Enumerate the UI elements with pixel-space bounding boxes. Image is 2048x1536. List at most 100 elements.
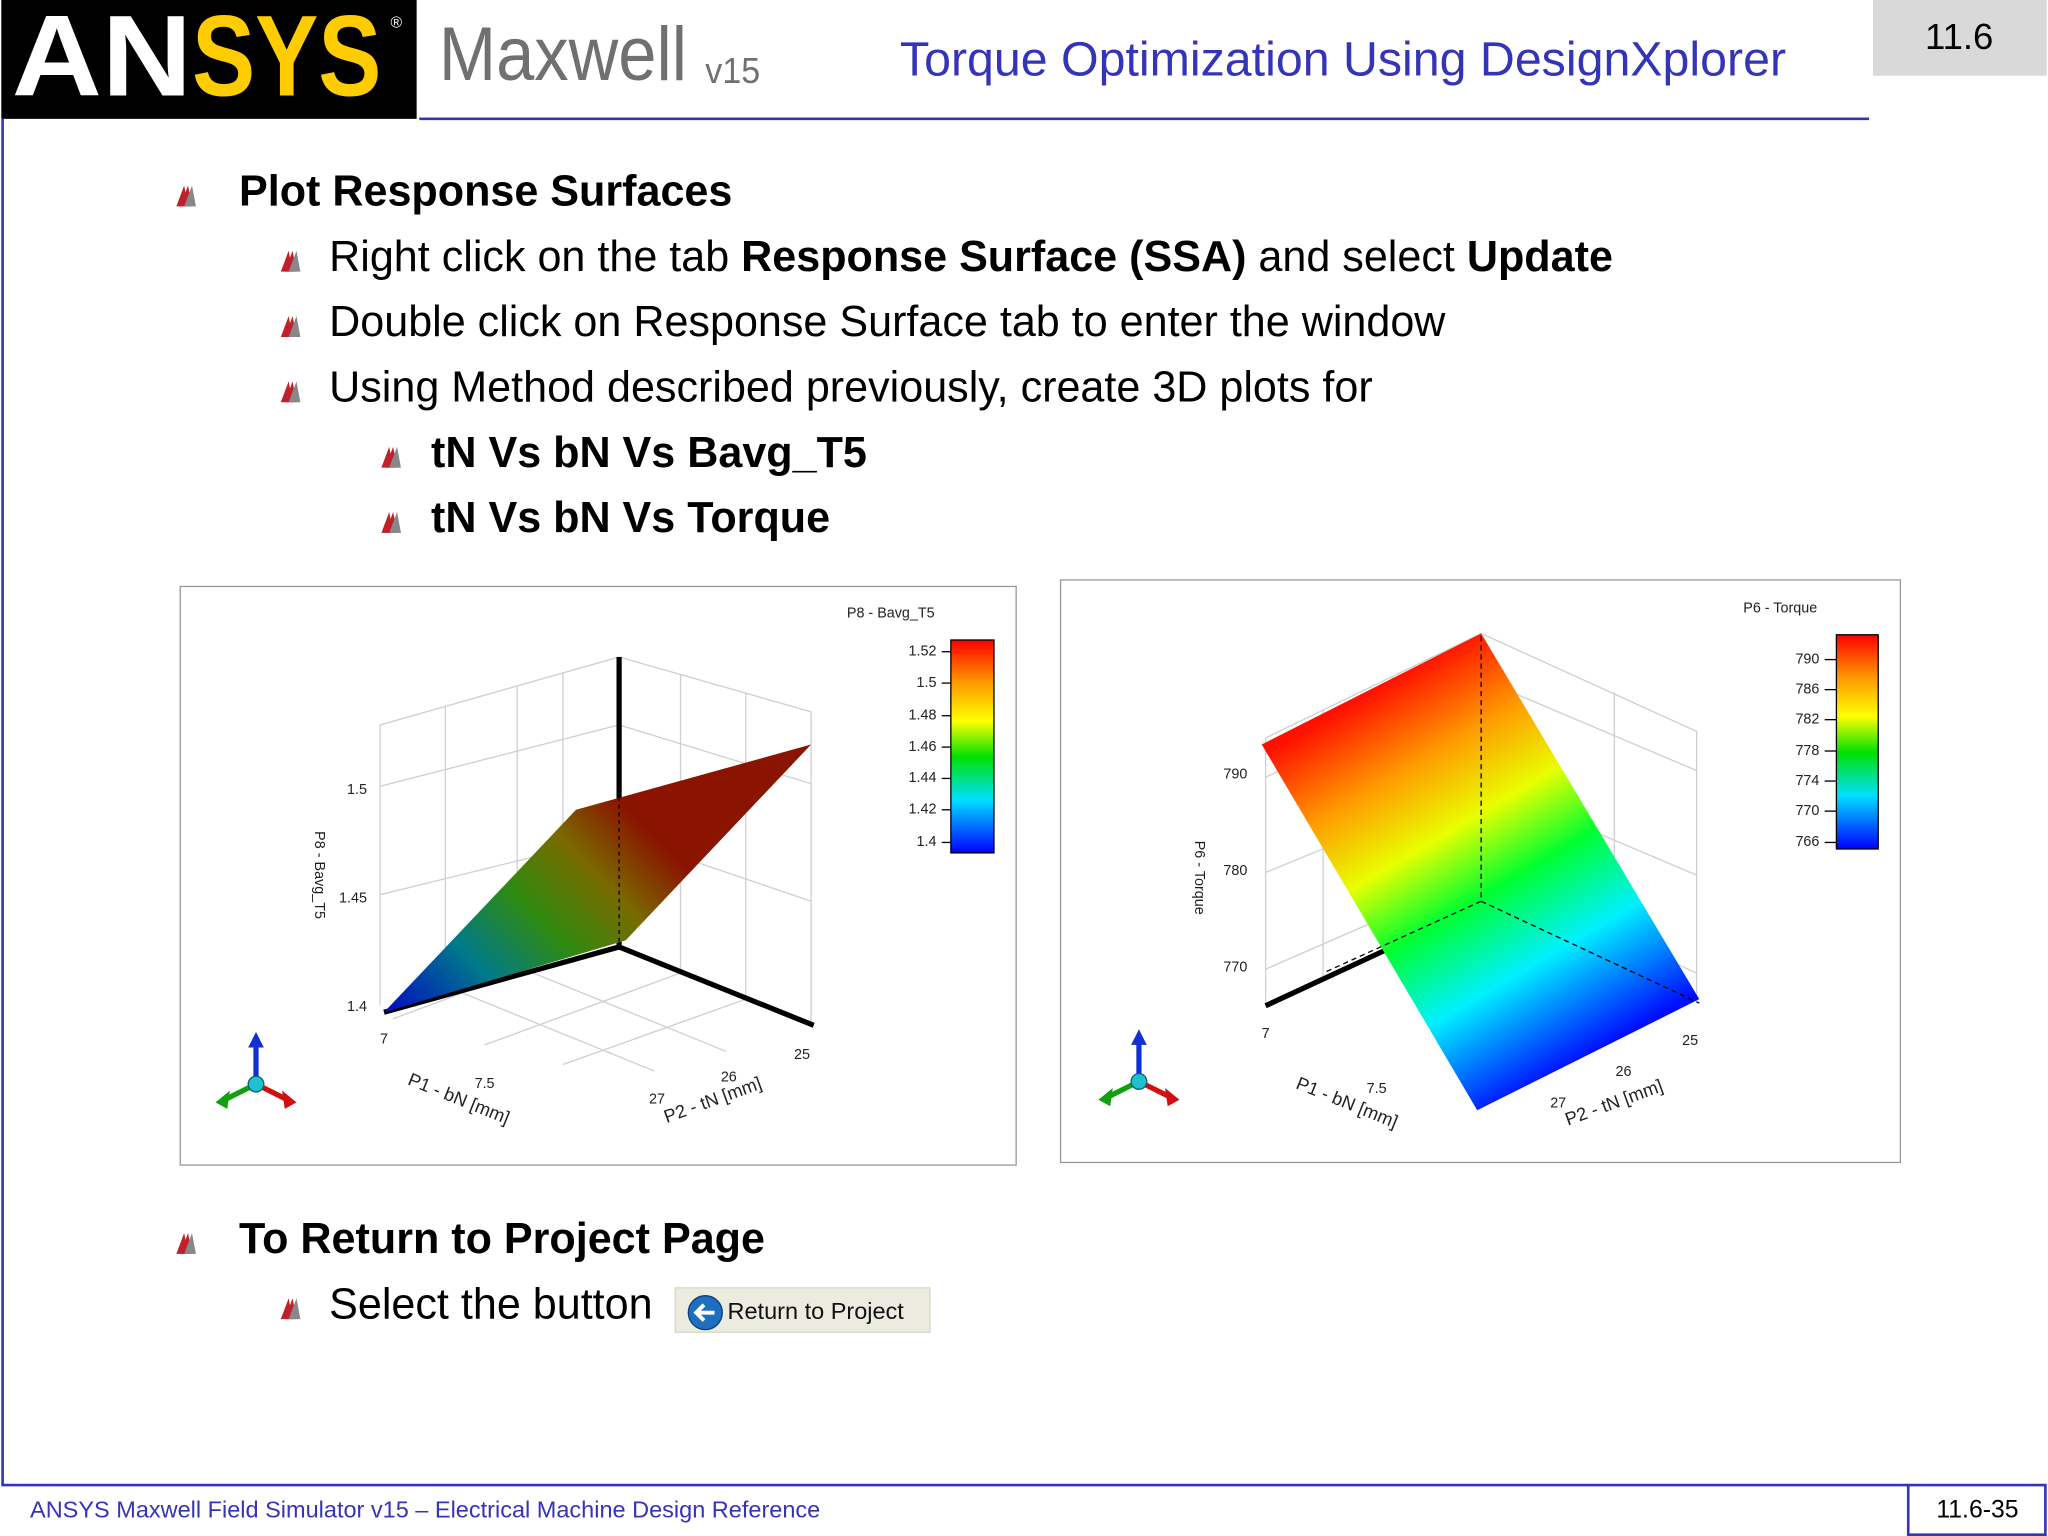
slide-title: Torque Optimization Using DesignXplorer <box>900 32 1786 86</box>
text-run: Right click on the tab <box>329 233 741 281</box>
colorbar-tick-label: 778 <box>1795 743 1819 759</box>
section-number: 11.6 <box>1925 16 1993 57</box>
colorbar-tick-label: 774 <box>1795 773 1819 789</box>
response-surface-plot: P6 - Torque 790 786 782 778 774 770 766 P6 - Tor… <box>1059 579 1902 1164</box>
triad-x-head <box>282 1090 297 1109</box>
bullet-icon <box>280 381 301 403</box>
icon-stripe <box>184 185 196 207</box>
colorbar-tick-label: 1.46 <box>909 739 937 755</box>
legend-title: P8 - Bavg_T5 <box>847 606 935 622</box>
colorbar-tick-label: 770 <box>1795 803 1819 819</box>
icon-stripe <box>288 1298 301 1320</box>
x-tick-label: 7 <box>1262 1026 1270 1042</box>
triad-y-head <box>215 1090 230 1109</box>
colorbar <box>950 639 995 854</box>
z-tick-label: 780 <box>1223 863 1247 879</box>
text-run: tN Vs bN Vs Torque <box>431 495 830 543</box>
text-run: Using Method described previously, creat… <box>329 364 1373 412</box>
y-tick-label: 27 <box>649 1092 665 1108</box>
bullet-icon <box>280 316 301 337</box>
triad-y-head <box>1098 1088 1113 1107</box>
icon-stripe <box>288 381 301 403</box>
return-button: Return to Project <box>674 1287 931 1333</box>
legend-title: P6 - Torque <box>1743 600 1817 616</box>
colorbar-tick-label: 1.4 <box>917 834 937 850</box>
bullet-text: Plot Response Surfaces <box>239 168 732 216</box>
colorbar-tick-label: 1.44 <box>909 770 937 786</box>
triad-origin <box>247 1075 265 1093</box>
bullet-icon <box>280 1298 301 1320</box>
triad-origin <box>1130 1072 1148 1090</box>
triad-x-head <box>1165 1088 1180 1107</box>
colorbar-tick-label: 766 <box>1795 834 1819 850</box>
page-number: 11.6-35 <box>1936 1497 2018 1524</box>
bullet-text: Double click on Response Surface tab to … <box>329 299 1446 347</box>
version: v15 <box>705 50 760 91</box>
text-run: tN Vs bN Vs Bavg_T5 <box>431 429 867 477</box>
y-tick-label: 25 <box>794 1047 810 1063</box>
surface <box>384 744 812 1013</box>
bullet-icon <box>176 1232 196 1254</box>
x-tick-label: 7 <box>380 1031 388 1047</box>
logo-part: SYS <box>192 0 381 121</box>
text-run: Response Surface (SSA) <box>741 233 1246 281</box>
icon-stripe <box>389 512 401 533</box>
axis-triad <box>215 1031 297 1109</box>
icon-stripe <box>288 316 301 337</box>
text-run: To Return to Project Page <box>239 1216 765 1264</box>
y-tick-label: 27 <box>1550 1095 1566 1111</box>
response-surface-plot: P8 - Bavg_T5 1.52 1.5 1.48 1.46 1.44 1.42 1.4 P8… <box>179 585 1017 1166</box>
colorbar-tick-label: 1.42 <box>909 802 937 818</box>
z-tick-label: 770 <box>1223 960 1247 976</box>
z-tick-label: 1.45 <box>339 890 367 906</box>
colorbar-tick-label: 1.52 <box>909 644 937 660</box>
axis <box>1264 944 1394 1009</box>
surface <box>1261 633 1700 1111</box>
bullet-icon <box>381 446 401 468</box>
bullet-text: Using Method described previously, creat… <box>329 364 1373 412</box>
x-tick-label: 7.5 <box>1367 1081 1387 1097</box>
axis <box>383 944 620 1015</box>
y-tick-label: 26 <box>721 1069 737 1085</box>
bullet-text: Right click on the tab Response Surface … <box>329 233 1613 281</box>
text-run: Double click on Response Surface tab to … <box>329 299 1446 347</box>
z-axis-label: P6 - Torque <box>1191 841 1207 915</box>
bullet-icon <box>280 250 301 272</box>
axis <box>618 944 815 1028</box>
logo: ANSYS <box>12 0 382 121</box>
icon-stripe <box>184 1232 196 1254</box>
logo-part: AN <box>12 0 192 121</box>
button-label: Return to Project <box>728 1298 905 1324</box>
text-run: and select <box>1246 233 1466 281</box>
bullet-text: tN Vs bN Vs Bavg_T5 <box>431 429 867 477</box>
bullet-icon <box>176 185 196 207</box>
product: Maxwell <box>439 12 687 97</box>
x-tick-label: 7.5 <box>475 1076 495 1092</box>
axis-triad <box>1098 1029 1180 1107</box>
triad-z-head <box>248 1031 264 1048</box>
colorbar-tick-label: 790 <box>1795 651 1819 667</box>
logo-mark: ® <box>391 15 403 32</box>
colorbar-tick-label: 786 <box>1795 681 1819 697</box>
triad-z-head <box>1131 1029 1147 1045</box>
y-tick-label: 26 <box>1616 1064 1632 1080</box>
page-box <box>1906 1483 2047 1536</box>
z-axis-label: P8 - Bavg_T5 <box>311 831 327 919</box>
colorbar-tick-label: 782 <box>1795 711 1819 727</box>
text-run: Select the button <box>329 1281 652 1329</box>
bullet-text: Select the button <box>329 1281 652 1329</box>
text-run: Update <box>1467 233 1613 281</box>
z-tick-label: 1.4 <box>347 999 367 1015</box>
bullet-text: To Return to Project Page <box>239 1216 765 1264</box>
y-tick-label: 25 <box>1682 1033 1698 1049</box>
bullet-icon <box>381 512 401 533</box>
button-arrow <box>693 1303 715 1322</box>
text-run: Plot Response Surfaces <box>239 168 732 216</box>
footer-text: ANSYS Maxwell Field Simulator v15 – Elec… <box>30 1496 820 1522</box>
bullet-text: tN Vs bN Vs Torque <box>431 495 830 543</box>
logo-box <box>1 0 417 119</box>
icon-stripe <box>288 250 301 272</box>
icon-stripe <box>389 446 401 468</box>
